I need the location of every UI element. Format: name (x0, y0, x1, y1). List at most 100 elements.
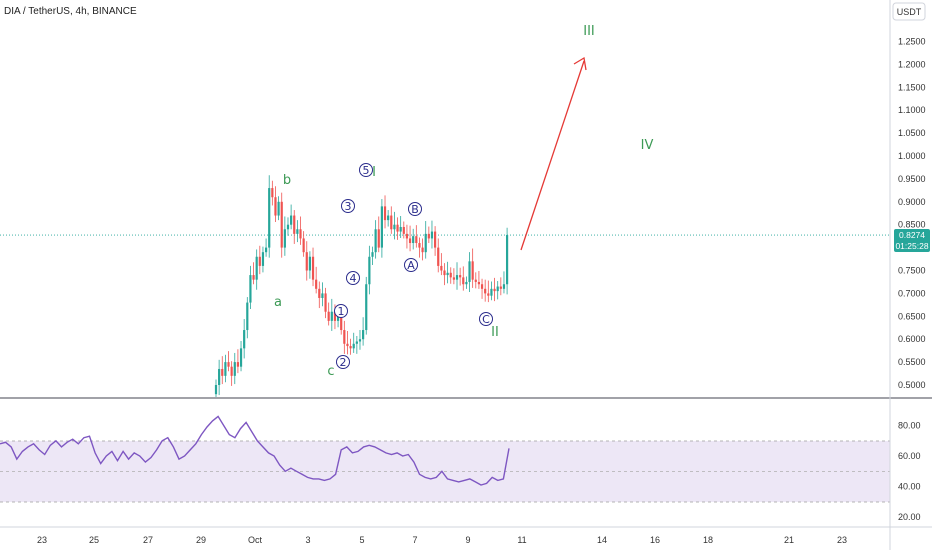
candle-body (286, 224, 290, 230)
candle-body (434, 231, 437, 248)
price-tick-label: 0.6000 (898, 334, 926, 344)
candle-body (268, 188, 271, 248)
candle-body (484, 288, 487, 294)
wave-label-circle (341, 199, 355, 213)
candle-body (383, 206, 387, 221)
candle-body (302, 238, 305, 253)
candle-body (311, 256, 315, 280)
time-tick-label: 5 (359, 535, 364, 545)
candle-body (299, 229, 302, 239)
time-tick-label: 25 (89, 535, 99, 545)
price-tick-label: 1.1500 (898, 82, 926, 92)
candle-body (315, 279, 318, 289)
price-tick-label: 0.7000 (898, 288, 926, 298)
candle-body (252, 275, 255, 280)
candle-body (246, 302, 249, 331)
candle-body (305, 252, 308, 271)
wave-label-b: b (283, 173, 291, 188)
wave-label-i: I (372, 165, 376, 180)
candle-body (340, 316, 343, 331)
candle-body (499, 286, 502, 289)
wave-label-circle (479, 312, 493, 326)
candle-body (390, 215, 393, 230)
candle-body (374, 229, 377, 253)
candle-body (264, 247, 268, 253)
price-tick-label: 1.0500 (898, 128, 926, 138)
candle-body (452, 277, 455, 280)
candle-body (243, 330, 246, 349)
candle-body (421, 247, 424, 253)
candle-body (368, 256, 371, 285)
candle-body (365, 284, 368, 331)
wave-label-c: c (327, 364, 334, 379)
candle-body (224, 362, 227, 376)
wave-label-5: 5 (363, 164, 370, 177)
candle-body (330, 311, 333, 321)
candle-body (462, 277, 465, 285)
currency-button[interactable] (892, 2, 926, 21)
price-tick-label: 1.1000 (898, 105, 926, 115)
candle-body (296, 229, 299, 234)
last-price-value: 0.8274 (899, 230, 925, 240)
candle-body (346, 343, 349, 347)
candle-body (493, 288, 496, 292)
rsi-series (0, 415, 510, 486)
bar-countdown: 01:25:28 (895, 241, 928, 251)
candle-body (418, 243, 421, 248)
candle-body (371, 252, 374, 257)
candle-body (440, 265, 443, 271)
candle-body (405, 233, 409, 239)
time-axis[interactable]: 23 25 27 29 Oct 3 5 7 9 11 14 16 18 21 23 (37, 535, 847, 545)
candle-body (233, 362, 236, 376)
price-tick-label: 0.9500 (898, 174, 926, 184)
price-tick-label: 1.2500 (898, 37, 926, 47)
candle-body (333, 311, 337, 321)
candle-body (249, 275, 252, 303)
candle-body (280, 201, 283, 248)
candle-body (408, 238, 412, 244)
candle-body (293, 215, 296, 234)
price-tick-label: 1.2000 (898, 59, 926, 69)
wave-label-circle (336, 355, 350, 369)
price-tick-label: 0.9000 (898, 197, 926, 207)
price-tick-label: 0.8500 (898, 220, 926, 230)
wave-label-1: 1 (338, 305, 345, 318)
wave-label-a: A (407, 259, 415, 272)
candle-body (471, 261, 474, 280)
symbol-title: DIA / TetherUS, 4h, BINANCE (4, 6, 137, 17)
price-tick-label: 1.0000 (898, 151, 926, 161)
projection-arrow-head (573, 56, 587, 71)
wave-label-circle (408, 202, 422, 216)
candle-body (480, 284, 484, 289)
candle-body (324, 293, 327, 312)
candle-body (443, 270, 446, 276)
candle-body (318, 288, 321, 298)
wave-label-3: 3 (345, 200, 352, 213)
rsi-tick-label: 80.00 (898, 421, 921, 431)
time-tick-label: 14 (597, 535, 607, 545)
candle-body (362, 330, 365, 340)
candle-body (490, 288, 493, 296)
rsi-axis[interactable]: 20.00 40.00 60.00 80.00 (898, 421, 921, 523)
wave-label-circle (334, 304, 348, 318)
candle-body (396, 224, 399, 232)
candle-body (327, 311, 330, 321)
candlestick-series (214, 175, 509, 397)
candle-body (399, 226, 402, 232)
time-tick-label: 23 (37, 535, 47, 545)
candle-body (349, 346, 352, 349)
wave-label-circle (404, 258, 418, 272)
time-tick-label: 3 (305, 535, 310, 545)
candle-body (487, 293, 490, 296)
wave-label-b: B (411, 203, 419, 216)
time-tick-label: 27 (143, 535, 153, 545)
price-tick-label: 0.5500 (898, 357, 926, 367)
candle-body (380, 206, 383, 248)
rsi-tick-label: 20.00 (898, 512, 921, 522)
candle-body (283, 229, 286, 248)
time-tick-label: 9 (465, 535, 470, 545)
time-tick-label: 29 (196, 535, 206, 545)
candle-body (355, 341, 358, 344)
wave-label-iv: IV (641, 138, 654, 153)
